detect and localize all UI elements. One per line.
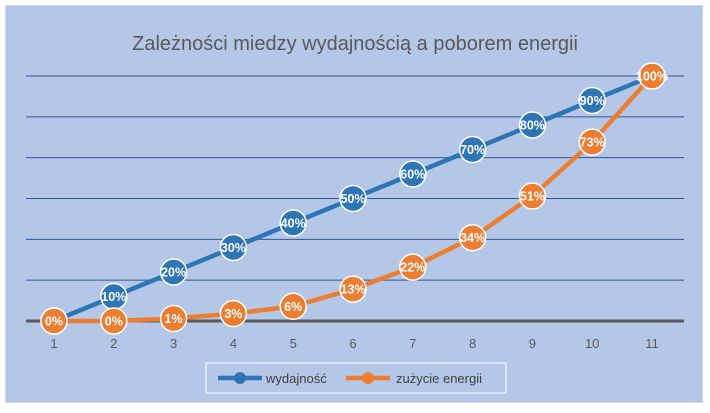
data-label: 100% bbox=[636, 70, 668, 84]
x-tick-label: 8 bbox=[469, 336, 476, 351]
data-label: 0% bbox=[105, 315, 123, 329]
x-tick-label: 4 bbox=[230, 336, 237, 351]
data-label: 1% bbox=[165, 312, 183, 326]
data-point bbox=[279, 209, 307, 237]
data-point bbox=[518, 111, 547, 139]
data-point bbox=[279, 292, 307, 321]
data-label: 6% bbox=[284, 300, 302, 314]
data-point bbox=[219, 233, 248, 262]
legend-label: zużycie energii bbox=[396, 371, 482, 386]
x-tick-label: 5 bbox=[290, 336, 297, 351]
data-label: 90% bbox=[580, 94, 605, 108]
data-point bbox=[399, 253, 427, 281]
data-point bbox=[159, 258, 188, 286]
legend-label: wydajność bbox=[265, 371, 327, 386]
series-layer: 0% 10% 20% 30% 40% 50% 60% 70% 80% 90% 100%0% 0% 1% 3… bbox=[40, 62, 668, 335]
data-point bbox=[518, 182, 547, 210]
x-tick-label: 1 bbox=[50, 336, 57, 351]
x-tick-label: 11 bbox=[645, 336, 659, 351]
data-label: 80% bbox=[520, 119, 545, 133]
x-tick-label: 7 bbox=[409, 336, 416, 351]
line-chart: Zależności miedzy wydajnością a poborem … bbox=[26, 33, 684, 394]
data-label: 60% bbox=[400, 168, 425, 182]
x-tick-label: 6 bbox=[349, 336, 356, 351]
legend: wydajność zużycie energii bbox=[205, 362, 507, 394]
legend-marker bbox=[234, 372, 246, 384]
x-axis-ticks: 1 2 3 4 5 6 7 8 9 10 11 bbox=[50, 336, 658, 351]
data-point bbox=[638, 62, 666, 90]
data-point bbox=[40, 307, 68, 335]
data-label: 73% bbox=[580, 136, 605, 150]
data-point bbox=[100, 307, 128, 335]
data-label: 40% bbox=[281, 217, 306, 231]
data-point bbox=[339, 275, 367, 303]
data-point bbox=[578, 86, 606, 115]
data-label: 70% bbox=[460, 143, 485, 157]
legend-entry: wydajność bbox=[218, 371, 327, 386]
data-point bbox=[219, 299, 248, 328]
x-tick-label: 10 bbox=[585, 336, 599, 351]
x-tick-label: 3 bbox=[170, 336, 177, 351]
series-2: 0% 0% 1% 3% 6% 13% 22% 34% 51% 73% 100% bbox=[40, 62, 668, 335]
data-point bbox=[159, 304, 188, 333]
x-tick-label: 2 bbox=[110, 336, 117, 351]
data-label: 20% bbox=[161, 266, 186, 280]
data-label: 13% bbox=[340, 283, 365, 297]
data-point bbox=[578, 128, 606, 156]
data-point bbox=[339, 184, 367, 213]
data-label: 51% bbox=[520, 190, 545, 204]
data-point bbox=[458, 223, 487, 252]
data-label: 22% bbox=[400, 261, 425, 275]
data-label: 10% bbox=[101, 290, 126, 304]
chart-area: Zależności miedzy wydajnością a poborem … bbox=[5, 5, 703, 403]
data-point bbox=[458, 135, 487, 164]
legend-entry: zużycie energii bbox=[346, 371, 482, 386]
data-label: 30% bbox=[221, 241, 246, 255]
x-tick-label: 9 bbox=[529, 336, 536, 351]
data-label: 3% bbox=[224, 307, 242, 321]
data-label: 34% bbox=[460, 231, 485, 245]
legend-marker bbox=[362, 372, 374, 384]
data-label: 50% bbox=[340, 192, 365, 206]
data-label: 0% bbox=[45, 315, 63, 329]
chart-title: Zależności miedzy wydajnością a poborem … bbox=[132, 33, 578, 55]
data-point bbox=[399, 160, 427, 188]
